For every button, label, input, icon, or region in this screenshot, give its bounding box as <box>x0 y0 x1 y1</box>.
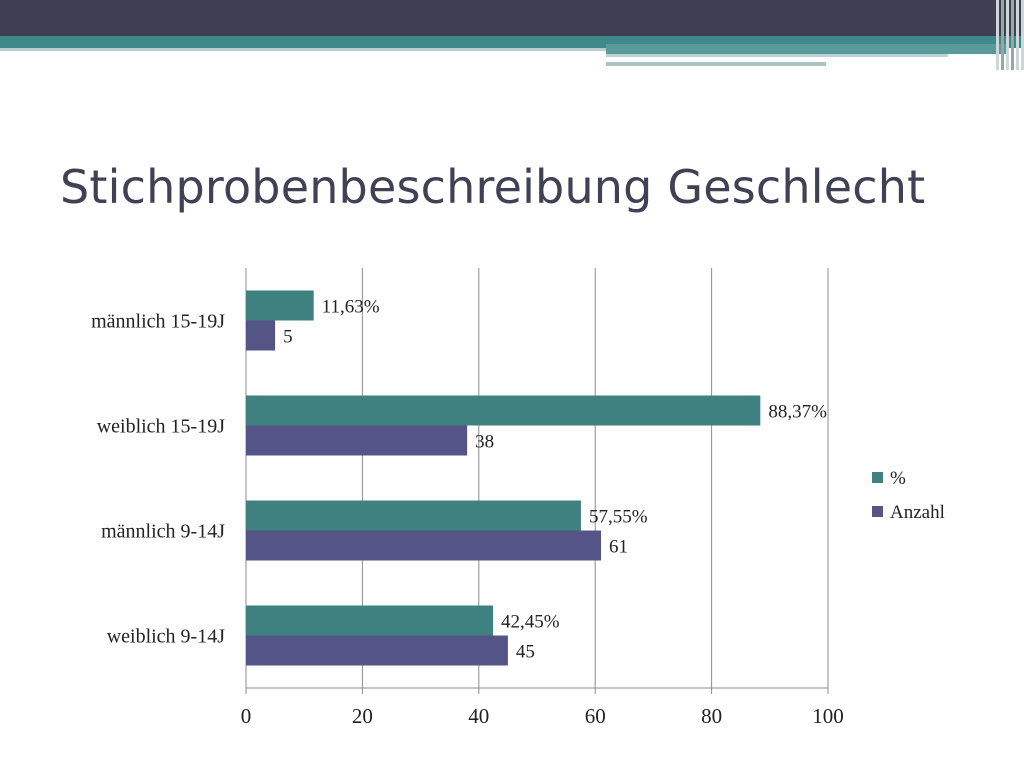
top-banner <box>0 0 1024 36</box>
bar <box>246 530 602 561</box>
accent-line <box>606 54 948 57</box>
x-tick-label: 80 <box>701 704 722 728</box>
bar <box>246 635 508 666</box>
bar <box>246 605 494 636</box>
bar <box>246 425 468 456</box>
data-label: 11,63% <box>322 297 380 318</box>
data-label: 5 <box>283 327 293 348</box>
bar <box>246 500 581 531</box>
category-label: männlich 9-14J <box>101 521 225 543</box>
data-label: 42,45% <box>501 612 560 633</box>
data-label: 61 <box>609 537 628 558</box>
x-tick-label: 100 <box>812 704 844 728</box>
category-label: weiblich 9-14J <box>107 626 226 648</box>
slide-title: Stichprobenbeschreibung Geschlecht <box>60 160 926 214</box>
accent-line <box>0 48 606 51</box>
x-tick-label: 60 <box>585 704 606 728</box>
category-label: männlich 15-19J <box>91 311 225 333</box>
legend-swatch <box>872 506 883 517</box>
corner-stripes <box>992 0 1024 70</box>
legend-label: Anzahl <box>890 502 945 523</box>
data-label: 38 <box>475 432 494 453</box>
bar <box>246 290 314 321</box>
bar <box>246 395 761 426</box>
data-label: 45 <box>516 642 535 663</box>
category-label: weiblich 15-19J <box>97 416 226 438</box>
bar <box>246 320 276 351</box>
data-label: 88,37% <box>768 402 827 423</box>
accent-line <box>606 62 826 66</box>
x-tick-label: 0 <box>241 704 252 728</box>
legend-swatch <box>872 472 883 483</box>
x-tick-label: 40 <box>468 704 489 728</box>
x-tick-label: 20 <box>352 704 373 728</box>
data-label: 57,55% <box>589 507 648 528</box>
accent-strip <box>606 44 1006 54</box>
legend-label: % <box>890 468 906 489</box>
